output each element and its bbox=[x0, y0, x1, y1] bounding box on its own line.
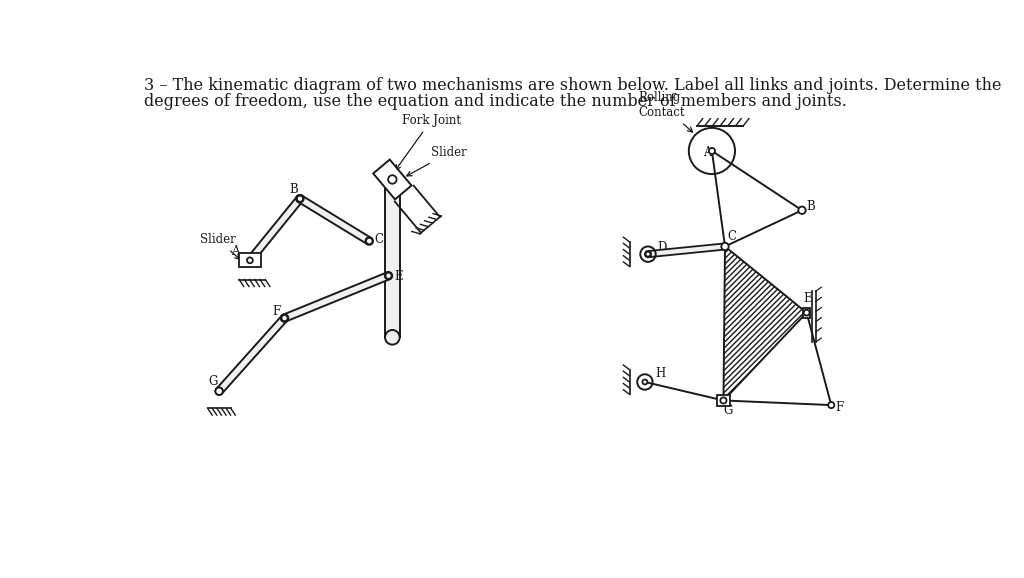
Circle shape bbox=[385, 273, 391, 279]
Polygon shape bbox=[284, 272, 390, 321]
Circle shape bbox=[215, 387, 223, 395]
Text: E: E bbox=[804, 292, 812, 305]
Circle shape bbox=[642, 380, 647, 384]
Text: Slider: Slider bbox=[200, 234, 240, 259]
Circle shape bbox=[215, 387, 223, 395]
Circle shape bbox=[366, 238, 373, 244]
Polygon shape bbox=[648, 243, 725, 257]
Circle shape bbox=[388, 175, 396, 184]
Text: E: E bbox=[394, 271, 402, 283]
Circle shape bbox=[720, 398, 727, 403]
Circle shape bbox=[281, 314, 289, 322]
Circle shape bbox=[282, 315, 288, 321]
Bar bbox=[803, 307, 810, 318]
Circle shape bbox=[296, 195, 304, 202]
Text: G: G bbox=[208, 375, 218, 388]
Text: C: C bbox=[727, 230, 736, 243]
Text: Fork Joint: Fork Joint bbox=[395, 114, 461, 170]
Text: B: B bbox=[807, 199, 815, 213]
Circle shape bbox=[799, 206, 806, 214]
Circle shape bbox=[645, 251, 650, 257]
Text: Slider: Slider bbox=[407, 146, 467, 176]
Circle shape bbox=[645, 251, 651, 257]
Circle shape bbox=[385, 172, 399, 187]
Text: G: G bbox=[724, 405, 733, 417]
Text: 3 – The kinematic diagram of two mechanisms are shown below. Label all links and: 3 – The kinematic diagram of two mechani… bbox=[144, 77, 1001, 94]
Circle shape bbox=[804, 310, 810, 316]
Circle shape bbox=[296, 195, 304, 202]
Circle shape bbox=[709, 148, 715, 154]
Circle shape bbox=[281, 314, 289, 322]
Circle shape bbox=[828, 402, 835, 408]
Polygon shape bbox=[385, 180, 399, 338]
Circle shape bbox=[385, 273, 391, 279]
Text: D: D bbox=[657, 241, 667, 254]
Text: H: H bbox=[655, 366, 666, 380]
Bar bbox=[240, 253, 261, 267]
Text: degrees of freedom, use the equation and indicate the number of members and join: degrees of freedom, use the equation and… bbox=[144, 93, 847, 110]
Polygon shape bbox=[216, 316, 288, 394]
Polygon shape bbox=[247, 197, 303, 262]
Circle shape bbox=[385, 272, 392, 279]
Circle shape bbox=[297, 195, 303, 202]
Circle shape bbox=[246, 257, 254, 264]
Circle shape bbox=[367, 238, 373, 244]
Text: F: F bbox=[272, 305, 281, 318]
Circle shape bbox=[721, 243, 729, 250]
Polygon shape bbox=[373, 160, 412, 199]
Text: F: F bbox=[836, 401, 844, 414]
Text: B: B bbox=[289, 183, 298, 195]
Bar bbox=[717, 395, 730, 406]
Circle shape bbox=[722, 243, 728, 250]
Text: A: A bbox=[702, 146, 712, 160]
Circle shape bbox=[247, 257, 253, 263]
Text: Rolling
Contact: Rolling Contact bbox=[639, 91, 692, 132]
Text: A: A bbox=[231, 245, 240, 258]
Polygon shape bbox=[298, 195, 371, 244]
Circle shape bbox=[366, 238, 373, 244]
Circle shape bbox=[385, 330, 399, 344]
Text: C: C bbox=[375, 232, 384, 246]
